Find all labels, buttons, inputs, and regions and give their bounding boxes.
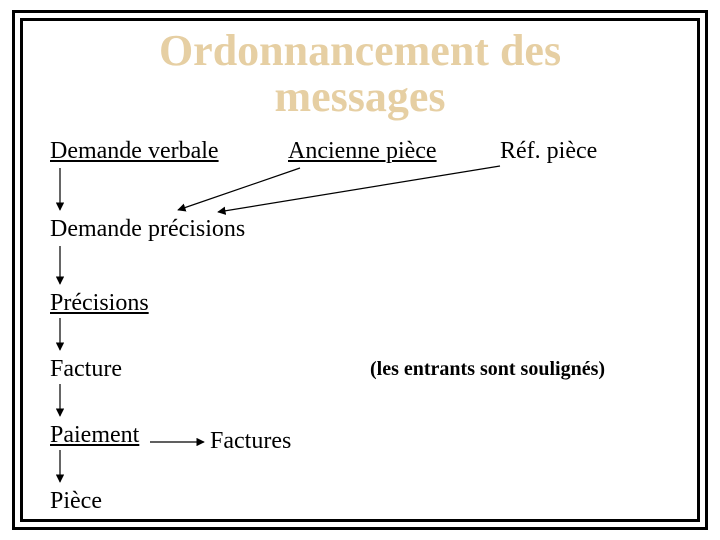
title-line-2: messages: [0, 74, 720, 120]
node-paiement: Paiement: [50, 422, 139, 449]
node-demande-verbale: Demande verbale: [50, 138, 219, 165]
page-title: Ordonnancement des messages: [0, 28, 720, 120]
title-line-1: Ordonnancement des: [0, 28, 720, 74]
node-facture: Facture: [50, 356, 122, 383]
node-piece: Pièce: [50, 488, 102, 515]
node-ancienne-piece: Ancienne pièce: [288, 138, 437, 165]
node-precisions: Précisions: [50, 290, 149, 317]
node-demande-precisions: Demande précisions: [50, 216, 245, 243]
legend-note: (les entrants sont soulignés): [370, 358, 605, 381]
node-factures: Factures: [210, 428, 291, 455]
node-ref-piece: Réf. pièce: [500, 138, 597, 165]
